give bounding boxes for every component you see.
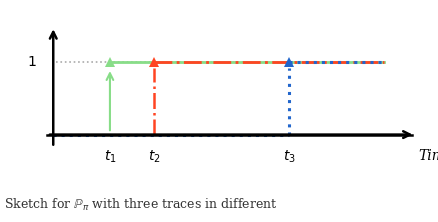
Text: Sketch for $\mathbb{P}_\pi$ with three traces in different: Sketch for $\mathbb{P}_\pi$ with three t… xyxy=(4,197,278,213)
Text: $t_3$: $t_3$ xyxy=(283,149,296,165)
Text: 1: 1 xyxy=(27,56,36,69)
Text: Time: Time xyxy=(419,149,438,163)
Text: $t_2$: $t_2$ xyxy=(148,149,160,165)
Text: $t_1$: $t_1$ xyxy=(104,149,116,165)
